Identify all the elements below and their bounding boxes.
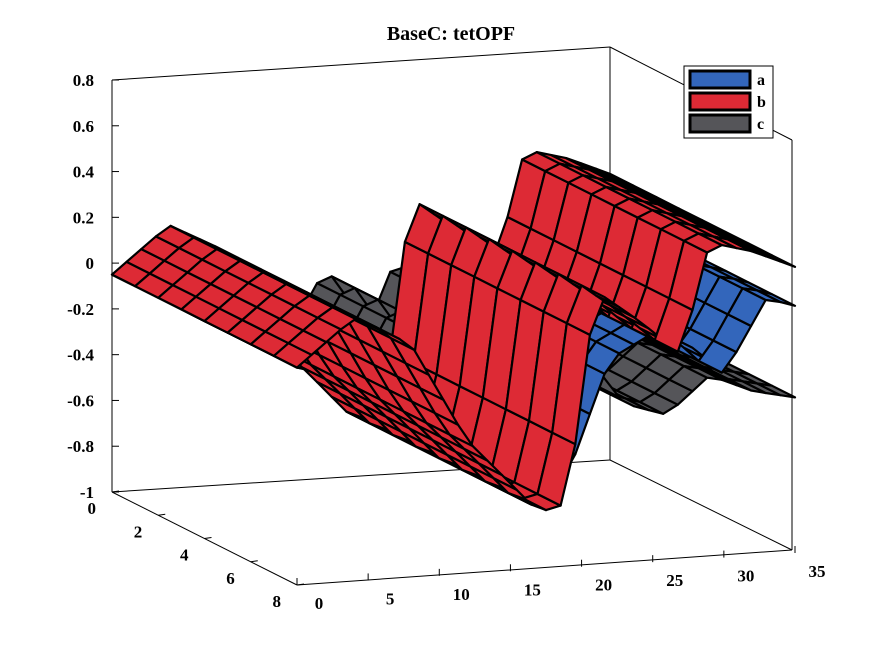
y-tick-label: 6 — [226, 569, 235, 588]
legend-label-b: b — [757, 94, 766, 111]
z-tick-label: 0.2 — [73, 208, 94, 227]
legend-label-c: c — [757, 116, 764, 133]
y-tick — [158, 513, 166, 516]
legend-swatch-b — [688, 91, 752, 112]
x-tick-label: 15 — [524, 580, 541, 599]
chart-title: BaseC: tetOPF — [387, 23, 515, 45]
z-tick-label: -0.8 — [67, 437, 94, 456]
z-tick-label: -0.4 — [67, 346, 94, 365]
legend-swatch-c — [688, 113, 752, 134]
z-tick-label: 0.8 — [73, 71, 94, 90]
legend-label-a: a — [757, 72, 765, 89]
y-tick — [204, 537, 212, 539]
surface-plot — [110, 151, 797, 512]
x-tick-label: 5 — [386, 589, 395, 608]
surface-patch-a — [756, 289, 797, 307]
surface-patch-b — [756, 248, 797, 268]
surface-series-b — [110, 151, 797, 512]
z-tick-label: 0.4 — [73, 163, 95, 182]
y-tick — [250, 560, 258, 563]
y-tick — [111, 490, 120, 493]
x-tick-label: 0 — [315, 594, 324, 613]
y-tick-label: 8 — [273, 592, 282, 611]
y-tick — [296, 583, 305, 586]
z-tick-label: -1 — [80, 483, 94, 502]
x-tick-label: 30 — [737, 567, 754, 586]
x-axis-ticks: 0 5 10 15 20 25 30 35 — [296, 546, 826, 613]
x-tick-label: 10 — [453, 585, 470, 604]
z-axis-ticks: -1 -0.8 -0.6 -0.4 -0.2 0 0.2 0.4 0.6 0.8 — [67, 71, 119, 502]
y-axis-ticks: 0 2 4 6 8 — [88, 490, 305, 611]
x-axis-line — [296, 549, 793, 586]
z-tick-label: 0.6 — [73, 117, 94, 136]
x-tick-label: 25 — [666, 571, 683, 590]
y-tick-label: 2 — [134, 522, 143, 541]
surface-patch-c — [756, 382, 797, 399]
back-top-edge — [111, 46, 611, 81]
y-tick-label: 4 — [180, 546, 189, 565]
y-tick-label: 0 — [88, 499, 97, 518]
legend-swatch-a — [688, 69, 752, 90]
z-tick-label: 0 — [86, 254, 95, 273]
z-tick-label: -0.2 — [67, 300, 94, 319]
legend: abc — [683, 65, 774, 139]
floor-right-edge — [609, 459, 793, 551]
x-tick-label: 35 — [809, 562, 826, 581]
x-tick-label: 20 — [595, 576, 612, 595]
z-tick-label: -0.6 — [67, 391, 94, 410]
